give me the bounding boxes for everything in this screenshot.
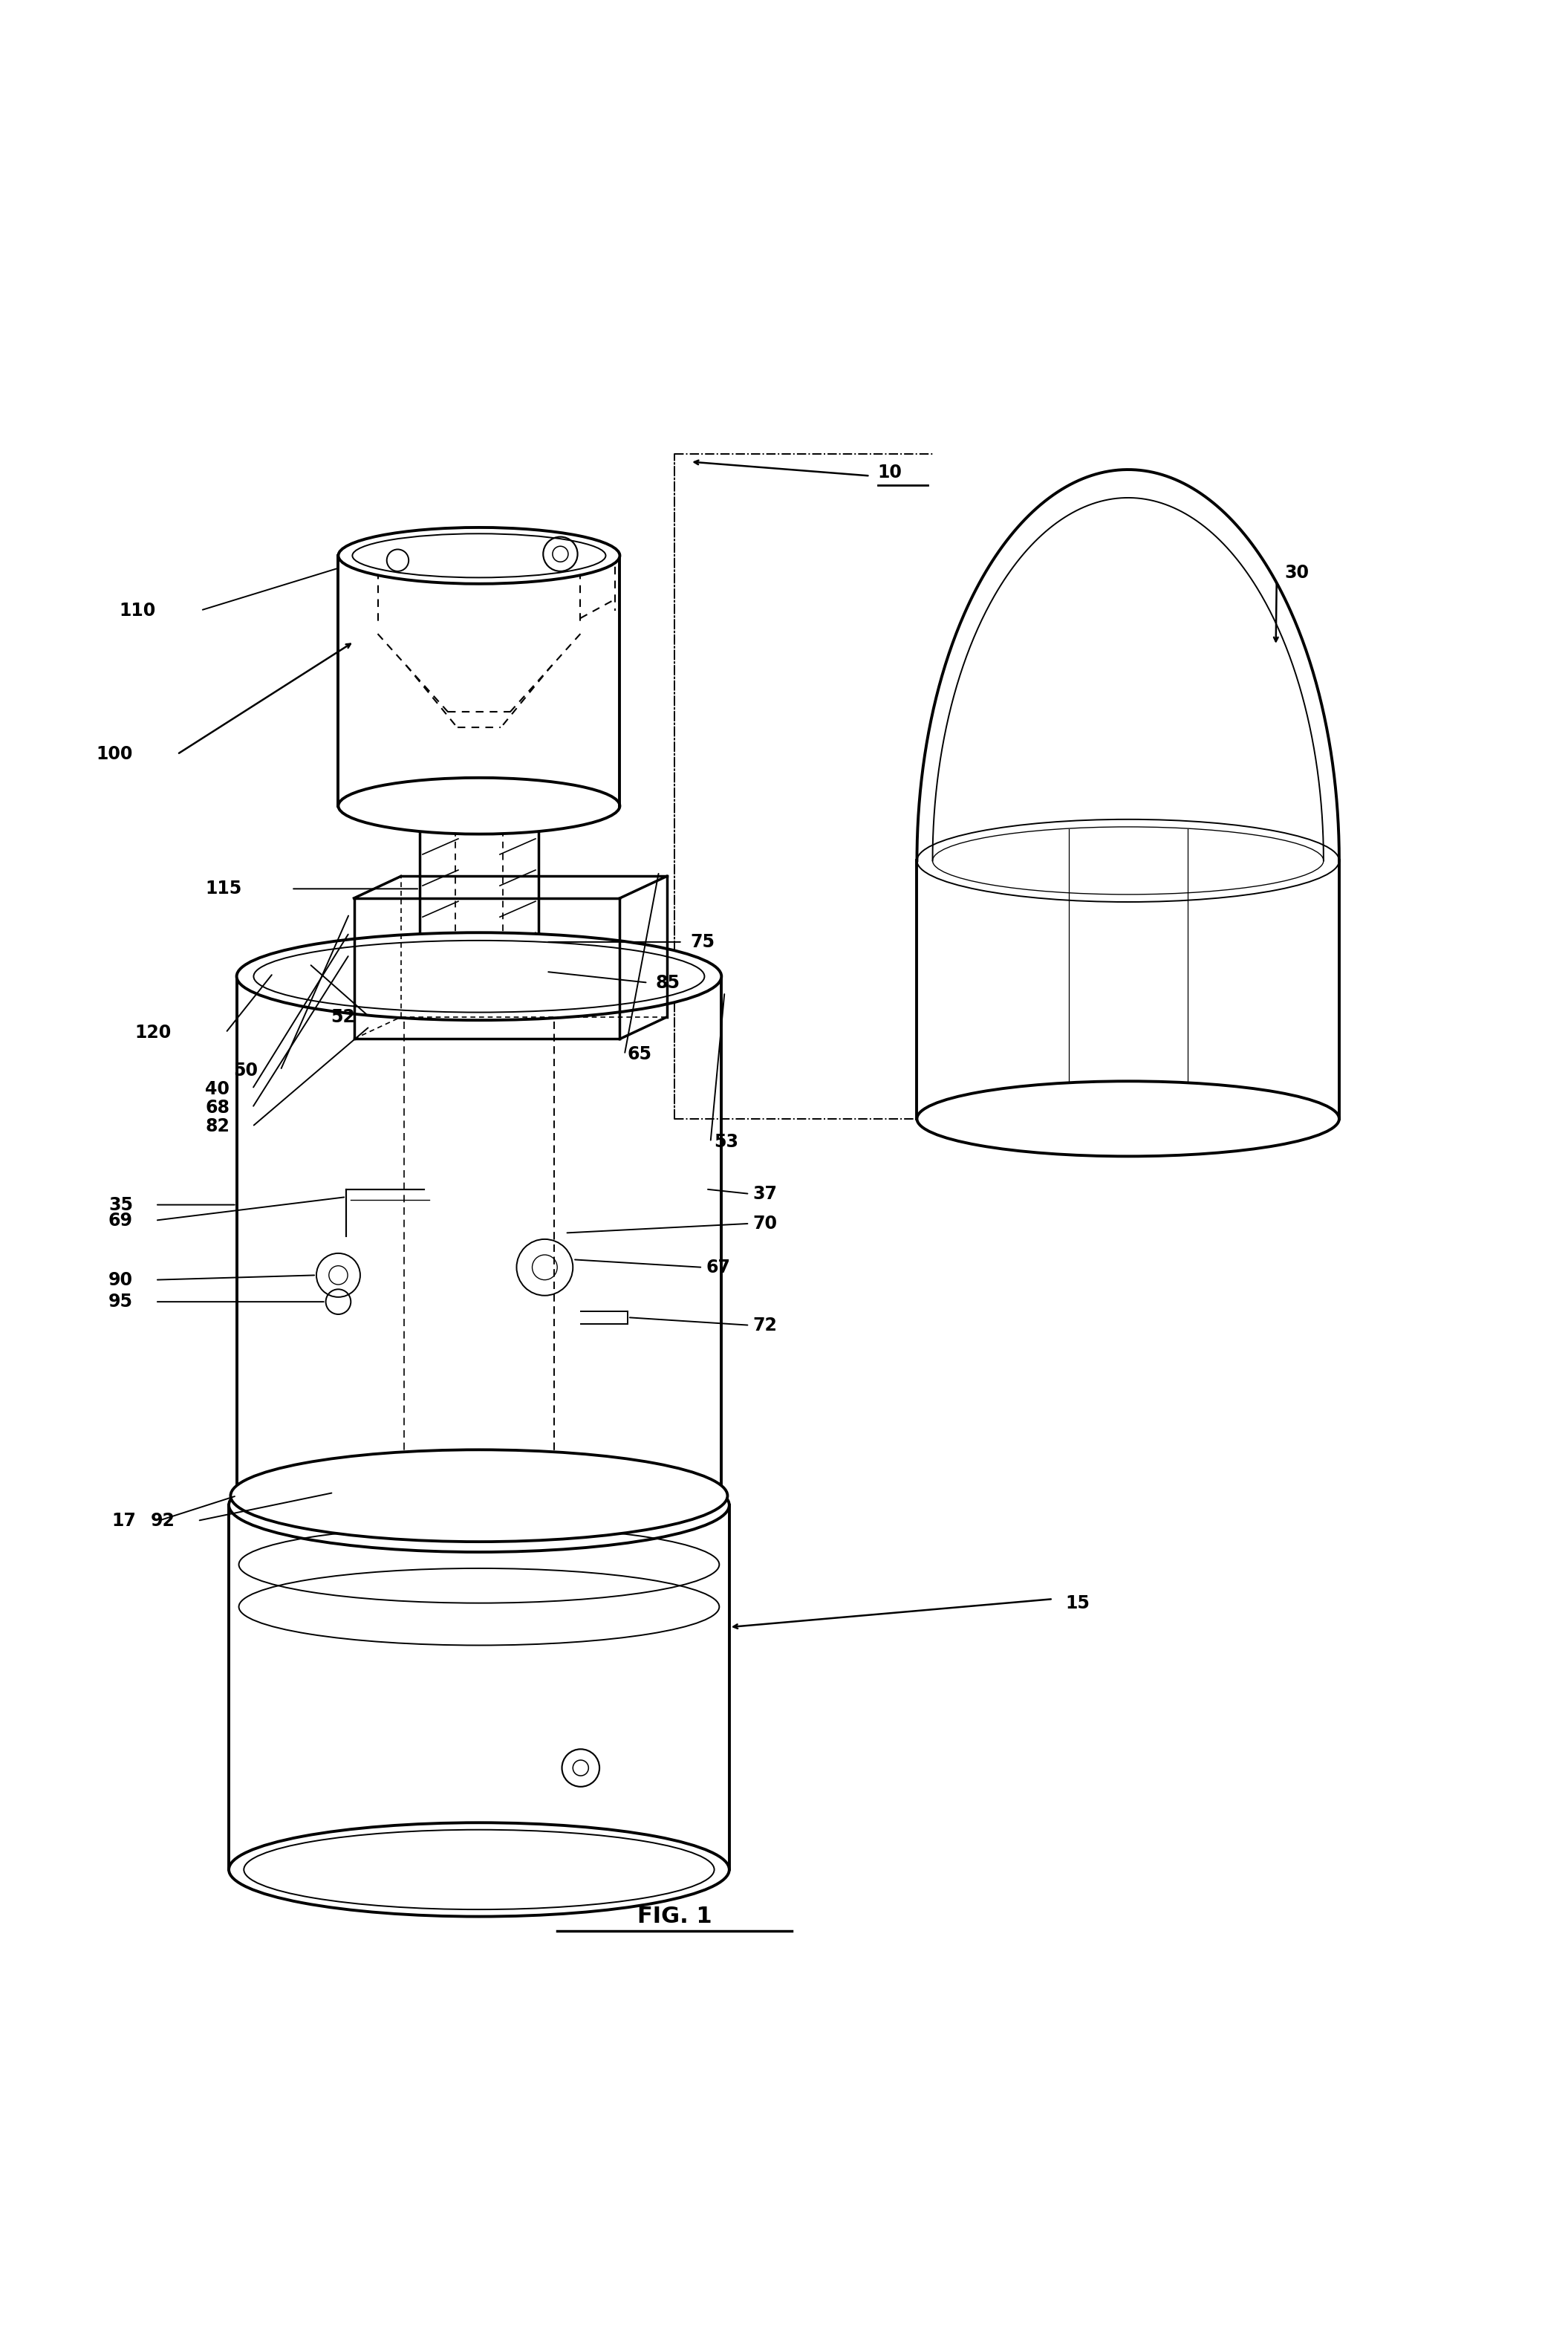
Ellipse shape — [339, 528, 619, 584]
Text: 82: 82 — [205, 1117, 230, 1136]
Text: 35: 35 — [108, 1197, 133, 1213]
Ellipse shape — [229, 1824, 729, 1917]
Text: 52: 52 — [331, 1009, 354, 1026]
Text: 95: 95 — [108, 1293, 133, 1310]
Ellipse shape — [230, 1450, 728, 1542]
Ellipse shape — [229, 1457, 729, 1551]
Text: 90: 90 — [108, 1272, 133, 1289]
Text: 120: 120 — [135, 1023, 171, 1042]
Ellipse shape — [339, 777, 619, 833]
Text: 30: 30 — [1284, 563, 1309, 582]
Text: 85: 85 — [655, 974, 681, 990]
Text: 72: 72 — [753, 1317, 778, 1333]
Text: 67: 67 — [706, 1258, 731, 1277]
Text: 68: 68 — [205, 1098, 230, 1117]
Ellipse shape — [917, 1082, 1339, 1157]
Text: 75: 75 — [690, 934, 715, 951]
Text: FIG. 1: FIG. 1 — [637, 1906, 712, 1927]
Ellipse shape — [237, 932, 721, 1021]
Text: 40: 40 — [205, 1080, 230, 1098]
Text: 37: 37 — [753, 1185, 778, 1202]
Text: 53: 53 — [713, 1134, 739, 1150]
Text: 100: 100 — [96, 746, 133, 763]
Text: 65: 65 — [627, 1047, 652, 1063]
Text: 10: 10 — [878, 465, 902, 481]
Text: 69: 69 — [108, 1211, 133, 1230]
Text: 115: 115 — [205, 880, 241, 897]
Text: 15: 15 — [1066, 1594, 1090, 1612]
Text: 50: 50 — [234, 1061, 259, 1080]
Text: 92: 92 — [151, 1511, 176, 1530]
Text: 17: 17 — [111, 1511, 136, 1530]
Text: 70: 70 — [753, 1216, 778, 1232]
Text: 110: 110 — [119, 601, 155, 620]
Ellipse shape — [237, 1462, 721, 1549]
